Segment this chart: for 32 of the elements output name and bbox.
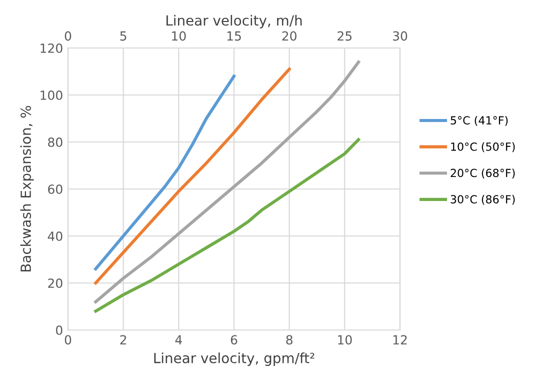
x2-axis-title: Linear velocity, m/h (166, 14, 302, 28)
x-tick-label: 6 (230, 335, 238, 345)
y-tick-label: 100 (40, 90, 62, 100)
legend-label: 30°C (86°F) (450, 194, 515, 205)
y-tick-label: 80 (48, 137, 62, 147)
y-tick-label: 40 (48, 231, 62, 241)
line-series (94, 68, 291, 285)
x2-tick-label: 20 (282, 31, 296, 41)
x-tick-label: 10 (338, 335, 352, 345)
y-tick-label: 0 (56, 325, 62, 335)
x2-tick-label: 30 (393, 31, 408, 41)
line-series (94, 74, 236, 270)
y-tick-label: 120 (40, 43, 62, 53)
x-tick-label: 8 (286, 335, 292, 345)
legend-label: 20°C (68°F) (450, 168, 515, 178)
y-axis-title: Backwash Expansion, % (20, 106, 34, 272)
x2-tick-label: 0 (64, 31, 72, 41)
x-tick-label: 12 (393, 335, 407, 344)
x-tick-label: 4 (175, 335, 182, 344)
x-axis-title: Linear velocity, gpm/ft² (154, 352, 314, 366)
y-tick-label: 60 (48, 184, 62, 194)
x2-tick-label: 25 (338, 31, 352, 41)
line-series (94, 138, 360, 313)
x2-tick-label: 10 (172, 31, 186, 41)
x-tick-label: 2 (120, 335, 126, 344)
legend-label: 10°C (50°F) (451, 142, 515, 152)
y-tick-label: 20 (48, 278, 62, 288)
x-tick-label: 0 (64, 335, 72, 345)
x2-tick-label: 15 (227, 31, 241, 41)
line-series (94, 60, 360, 304)
x2-tick-label: 5 (120, 31, 126, 41)
legend-label: 5°C (41°F) (450, 116, 508, 126)
